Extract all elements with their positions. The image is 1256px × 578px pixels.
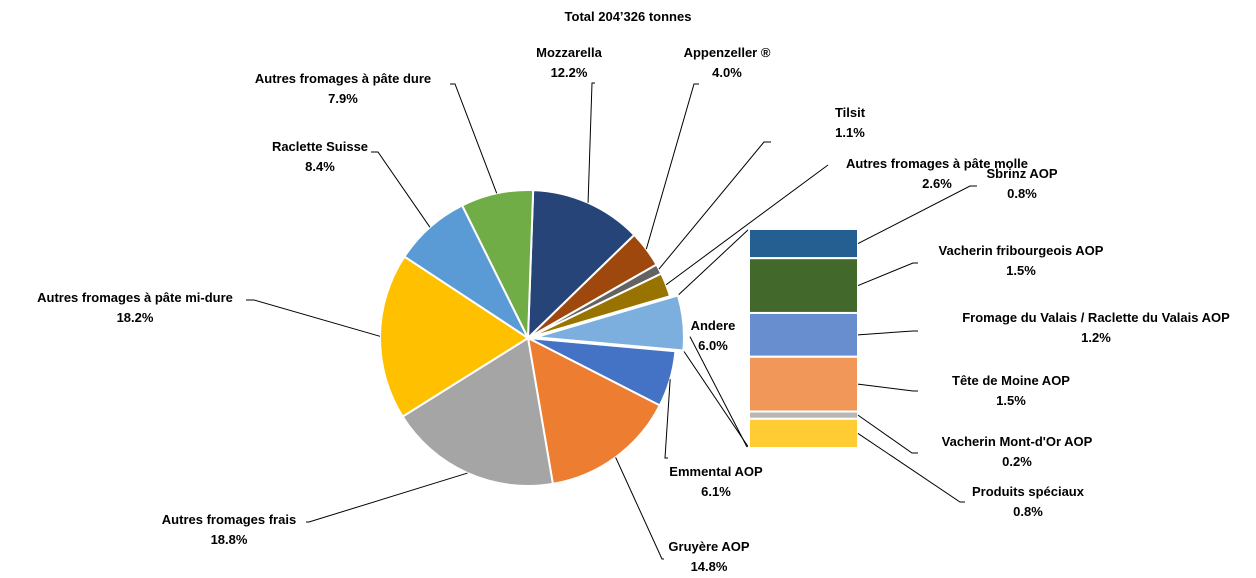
connector-line-top: [677, 228, 750, 296]
leader-line-raclette-suisse: [371, 151, 431, 228]
pie-slice-autres-fromages-a-pate-molle: [527, 272, 672, 339]
leader-line-sbrinz-aop: [857, 185, 977, 245]
label-value: 0.8%: [1007, 186, 1037, 201]
label-name: Vacherin Mont-d'Or AOP: [942, 434, 1093, 449]
leader-line-autres-fromages-a-pate-molle: [665, 164, 829, 286]
label-vacherin-fribourgeois-aop: Vacherin fribourgeois AOP 1.5%: [939, 243, 1104, 278]
label-autres-fromages-a-pate-mi-dure: Autres fromages à pâte mi-dure 18.2%: [37, 290, 233, 325]
label-vacherin-mont-d-or-aop: Vacherin Mont-d'Or AOP 0.2%: [942, 434, 1093, 469]
chart-title: Total 204’326 tonnes: [565, 9, 692, 24]
pie-slice-autres-fromages-a-pate-mi-dure: [379, 255, 530, 418]
leader-line-vacherin-mont-d-or-aop: [857, 414, 918, 454]
label-name: Tête de Moine AOP: [952, 373, 1070, 388]
label-tilsit: Tilsit 1.1%: [835, 105, 866, 140]
leader-line-fromage-du-valais-raclette-du-valais-aop: [857, 330, 918, 336]
label-value: 6.1%: [701, 484, 731, 499]
label-name: Gruyère AOP: [668, 539, 749, 554]
pie-slice-mozzarella: [526, 189, 636, 341]
bar-segment-vacherin-fribourgeois-aop: [748, 257, 859, 314]
label-value: 7.9%: [328, 91, 358, 106]
label-value: 0.2%: [1002, 454, 1032, 469]
label-name: Autres fromages à pâte dure: [255, 71, 431, 86]
label-name: Vacherin fribourgeois AOP: [939, 243, 1104, 258]
label-value: 4.0%: [712, 65, 742, 80]
leader-line-autres-fromages-a-pate-dure: [450, 83, 498, 194]
label-name: Autres fromages frais: [162, 512, 296, 527]
label-value: 18.8%: [211, 532, 248, 547]
label-name: Fromage du Valais / Raclette du Valais A…: [962, 310, 1230, 325]
leader-line-tete-de-moine-aop: [857, 383, 918, 392]
label-name: Raclette Suisse: [272, 139, 368, 154]
pie-slice-autres-fromages-a-pate-dure: [460, 189, 535, 339]
pie-slice-autres-fromages-frais: [401, 336, 555, 487]
label-tete-de-moine-aop: Tête de Moine AOP 1.5%: [952, 373, 1070, 408]
leader-line-autres-fromages-a-pate-mi-dure: [246, 299, 381, 337]
label-emmental-aop: Emmental AOP 6.1%: [669, 464, 763, 499]
breakdown-bar: [748, 228, 859, 449]
label-andere: Andere 6.0%: [691, 318, 736, 353]
label-value: 1.5%: [1006, 263, 1036, 278]
leader-line-mozzarella: [587, 82, 595, 203]
label-value: 1.1%: [835, 125, 865, 140]
label-gruyere-aop: Gruyère AOP 14.8%: [668, 539, 749, 574]
label-name: Autres fromages à pâte mi-dure: [37, 290, 233, 305]
connector-line-bottom: [682, 350, 750, 449]
label-raclette-suisse: Raclette Suisse 8.4%: [272, 139, 368, 174]
label-name: Sbrinz AOP: [986, 166, 1057, 181]
label-name: Tilsit: [835, 105, 866, 120]
leader-line-appenzeller: [645, 83, 699, 250]
leader-line-emmental-aop: [664, 379, 671, 459]
label-produits-speciaux: Produits spéciaux 0.8%: [972, 484, 1085, 519]
pie-to-bar-connectors: [677, 228, 750, 449]
pie-slice-andere: [535, 294, 685, 352]
label-name: Andere: [691, 318, 736, 333]
label-value: 14.8%: [691, 559, 728, 574]
label-value: 8.4%: [305, 159, 335, 174]
data-labels: Mozzarella 12.2% Appenzeller ® 4.0% Tilsit 1.…: [37, 45, 1230, 574]
label-autres-fromages-a-pate-dure: Autres fromages à pâte dure 7.9%: [255, 71, 431, 106]
label-value: 1.2%: [1081, 330, 1111, 345]
label-value: 18.2%: [117, 310, 154, 325]
leader-line-vacherin-fribourgeois-aop: [857, 262, 918, 287]
bar-segment-fromage-du-valais-raclette-du-valais-aop: [748, 311, 859, 358]
label-value: 0.8%: [1013, 504, 1043, 519]
label-autres-fromages-a-pate-molle: Autres fromages à pâte molle 2.6%: [846, 156, 1028, 191]
label-mozzarella: Mozzarella 12.2%: [536, 45, 603, 80]
bar-segment-produits-speciaux: [748, 417, 859, 449]
label-name: Mozzarella: [536, 45, 603, 60]
leader-line-tilsit: [658, 141, 771, 270]
label-sbrinz-aop: Sbrinz AOP 0.8%: [986, 166, 1057, 201]
leader-line-produits-speciaux: [857, 432, 965, 503]
leader-line-gruyere-aop: [615, 457, 664, 560]
label-fromage-du-valais-raclette-du-valais-aop: Fromage du Valais / Raclette du Valais A…: [962, 310, 1230, 345]
bar-segment-vacherin-mont-d-or-aop: [748, 410, 859, 420]
label-name: Autres fromages à pâte molle: [846, 156, 1028, 171]
pie: [379, 189, 685, 487]
label-value: 2.6%: [922, 176, 952, 191]
bar-segment-tete-de-moine-aop: [748, 355, 859, 413]
label-value: 1.5%: [996, 393, 1026, 408]
label-name: Emmental AOP: [669, 464, 763, 479]
leader-line-autres-fromages-frais: [306, 472, 468, 523]
leader-line-andere: [689, 336, 748, 448]
bar-segment-sbrinz-aop: [748, 228, 859, 260]
label-name: Appenzeller ®: [684, 45, 771, 60]
label-name: Produits spéciaux: [972, 484, 1085, 499]
label-value: 6.0%: [698, 338, 728, 353]
label-value: 12.2%: [551, 65, 588, 80]
label-autres-fromages-frais: Autres fromages frais 18.8%: [162, 512, 296, 547]
label-appenzeller: Appenzeller ® 4.0%: [684, 45, 771, 80]
